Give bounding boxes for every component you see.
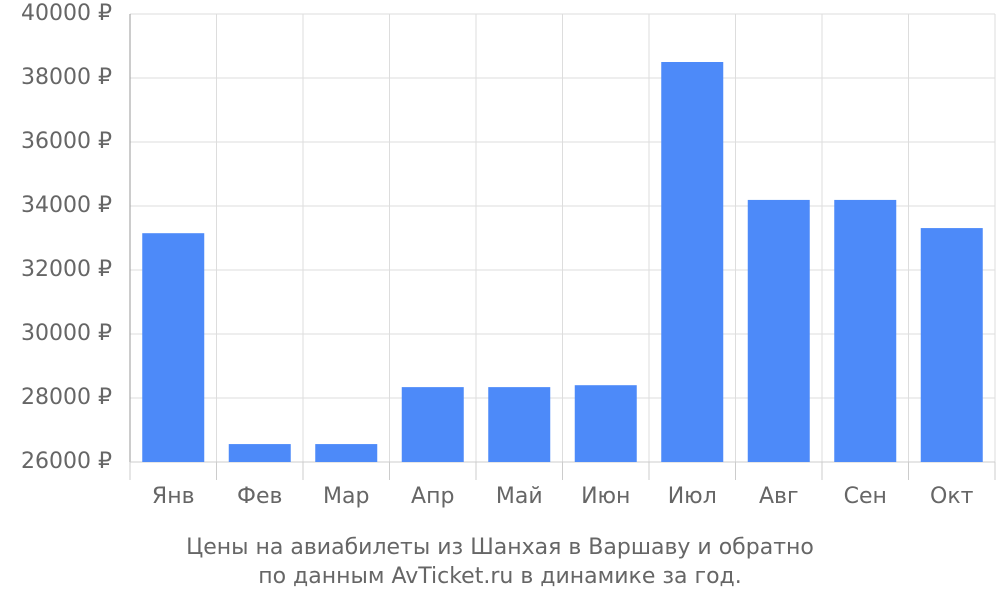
chart-title: Цены на авиабилеты из Шанхая в Варшаву и… bbox=[186, 535, 814, 560]
y-tick-label: 28000 ₽ bbox=[21, 385, 112, 410]
x-tick-label: Янв bbox=[152, 484, 195, 509]
y-tick-label: 40000 ₽ bbox=[21, 1, 112, 26]
bar bbox=[747, 199, 810, 463]
bar bbox=[315, 444, 378, 462]
x-tick-label: Сен bbox=[844, 484, 887, 509]
y-tick-label: 30000 ₽ bbox=[21, 321, 112, 346]
x-tick-label: Май bbox=[496, 484, 543, 509]
x-tick-label: Авг bbox=[759, 484, 799, 509]
x-tick-label: Июн bbox=[581, 484, 630, 509]
x-tick-label: Июл bbox=[668, 484, 717, 509]
bar bbox=[488, 387, 551, 462]
chart-title: по данным AvTicket.ru в динамике за год. bbox=[258, 564, 742, 589]
bar bbox=[401, 387, 464, 462]
bar bbox=[142, 233, 205, 462]
bar bbox=[834, 199, 897, 463]
x-tick-label: Окт bbox=[930, 484, 974, 509]
x-tick-label: Апр bbox=[411, 484, 454, 509]
x-tick-label: Мар bbox=[323, 484, 369, 509]
bar bbox=[920, 228, 983, 462]
bar bbox=[574, 385, 637, 462]
bar bbox=[661, 62, 724, 462]
y-tick-label: 38000 ₽ bbox=[21, 65, 112, 90]
y-tick-label: 26000 ₽ bbox=[21, 449, 112, 474]
y-tick-label: 34000 ₽ bbox=[21, 193, 112, 218]
y-tick-label: 36000 ₽ bbox=[21, 129, 112, 154]
y-tick-label: 32000 ₽ bbox=[21, 257, 112, 282]
x-tick-label: Фев bbox=[237, 484, 282, 509]
bar bbox=[228, 444, 291, 462]
